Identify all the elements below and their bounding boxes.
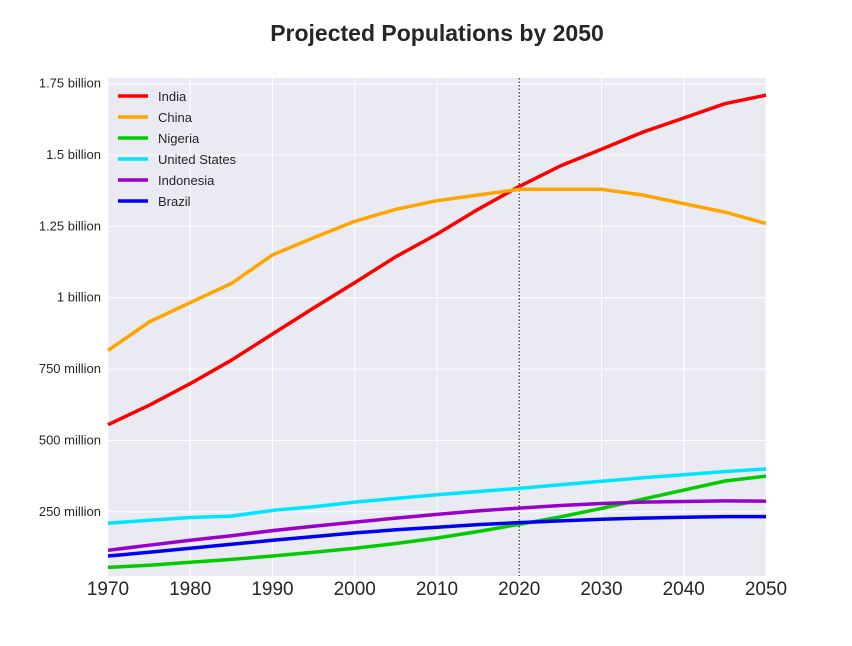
legend-item: China bbox=[118, 110, 193, 125]
y-tick-label: 1 billion bbox=[57, 290, 101, 305]
x-tick-label: 2020 bbox=[498, 579, 540, 600]
legend-item: Indonesia bbox=[118, 173, 215, 188]
y-tick-label: 250 million bbox=[39, 504, 101, 519]
legend-label: Brazil bbox=[158, 194, 191, 209]
y-tick-label: 1.5 billion bbox=[46, 147, 101, 162]
x-tick-label: 2040 bbox=[663, 579, 705, 600]
legend: India China Nigeria United States Indonesia B… bbox=[118, 89, 237, 209]
legend-label: Nigeria bbox=[158, 131, 200, 146]
y-tick-label: 500 million bbox=[39, 432, 101, 447]
legend-label: Indonesia bbox=[158, 173, 215, 188]
series-line-united-states bbox=[107, 467, 767, 525]
legend-item: United States bbox=[118, 152, 237, 167]
x-tick-label: 2030 bbox=[580, 579, 622, 600]
series-line-india bbox=[107, 93, 767, 427]
x-tick-label: 2050 bbox=[745, 579, 787, 600]
series-line-indonesia bbox=[107, 499, 767, 553]
legend-item: India bbox=[118, 89, 187, 104]
y-tick-label: 750 million bbox=[39, 361, 101, 376]
x-tick-label: 2010 bbox=[416, 579, 458, 600]
x-tick-label: 1980 bbox=[169, 579, 211, 600]
y-tick-label: 1.25 billion bbox=[39, 218, 101, 233]
x-axis-ticks: 1970 1980 1990 2000 2010 2020 2030 2040 2050 bbox=[87, 579, 787, 600]
y-tick-label: 1.75 billion bbox=[39, 76, 101, 91]
legend-label: China bbox=[158, 110, 193, 125]
chart-title: Projected Populations by 2050 bbox=[270, 20, 604, 46]
y-axis-ticks: 250 million 500 million 750 million 1 billi… bbox=[39, 76, 101, 519]
series-lines bbox=[107, 93, 767, 570]
x-tick-label: 1970 bbox=[87, 579, 129, 600]
grid bbox=[107, 78, 767, 576]
series-line-china bbox=[107, 187, 767, 352]
legend-label: United States bbox=[158, 152, 237, 167]
legend-item: Nigeria bbox=[118, 131, 200, 146]
legend-item: Brazil bbox=[118, 194, 191, 209]
series-line-nigeria bbox=[107, 474, 767, 570]
x-tick-label: 1990 bbox=[251, 579, 293, 600]
series-line-brazil bbox=[107, 514, 766, 558]
x-tick-label: 2000 bbox=[334, 579, 376, 600]
legend-label: India bbox=[158, 89, 187, 104]
